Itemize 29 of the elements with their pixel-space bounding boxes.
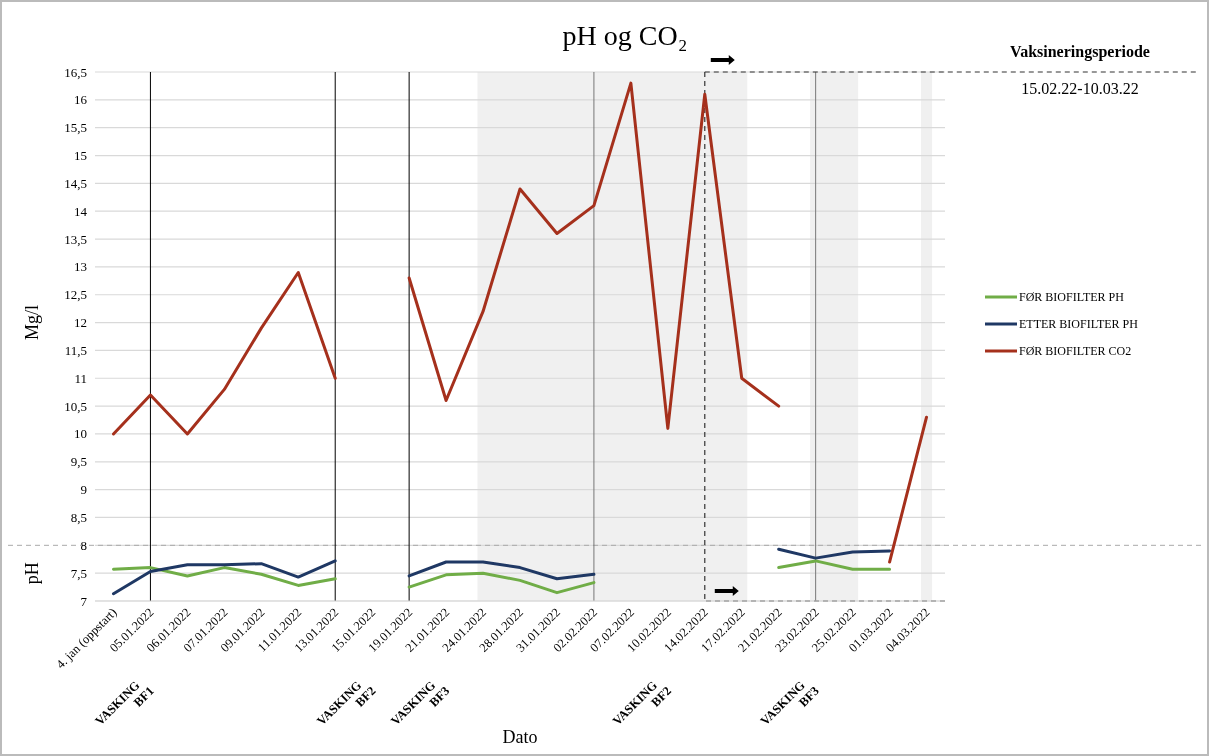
y-tick-label: 9,5	[70, 454, 87, 470]
y-tick-label: 11	[74, 370, 87, 386]
y-tick-label: 16,5	[64, 64, 87, 80]
y-tick-label: 7	[80, 593, 88, 609]
x-axis-title: Dato	[502, 727, 538, 747]
y-axis-title: Mg/l	[22, 305, 42, 341]
legend-label: FØR BIOFILTER CO2	[1019, 344, 1132, 359]
y-tick-label: 16	[74, 92, 88, 108]
y-tick-label: 10	[74, 426, 87, 442]
y-tick-label: 8,5	[70, 510, 87, 526]
y-tick-label: 10,5	[64, 398, 87, 414]
legend-label: ETTER BIOFILTER PH	[1019, 317, 1139, 332]
y-tick-label: 7,5	[70, 565, 87, 581]
y-tick-label: 13,5	[64, 231, 87, 247]
y-tick-label: 12,5	[64, 287, 87, 303]
y-tick-label: 13	[74, 259, 87, 275]
y-tick-label: 8	[80, 537, 87, 553]
y-tick-label: 15,5	[64, 120, 87, 136]
text: Vaksineringsperiode	[1010, 43, 1150, 61]
y-tick-label: 15	[74, 148, 87, 164]
text: pH	[22, 562, 42, 585]
y-tick-label: 11,5	[64, 342, 87, 358]
y-tick-label: 12	[74, 315, 87, 331]
chart-title: pH og CO₂	[562, 20, 688, 51]
text: 15.02.22-10.03.22	[1021, 80, 1139, 97]
legend-label: FØR BIOFILTER PH	[1019, 290, 1125, 305]
y-tick-label: 14,5	[64, 175, 87, 191]
y-tick-label: 14	[74, 203, 88, 219]
y-tick-label: 9	[80, 482, 87, 498]
